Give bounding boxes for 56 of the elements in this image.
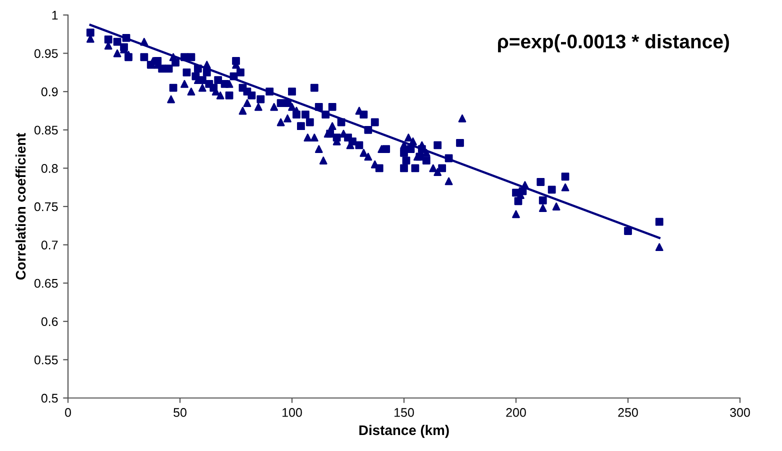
x-tick-label: 250 xyxy=(618,408,638,417)
annotation: ρ=exp(-0.0013 * distance) xyxy=(498,34,729,52)
point xyxy=(444,177,453,186)
point xyxy=(364,152,372,161)
y-tick-label: 1 xyxy=(52,10,58,20)
point xyxy=(187,88,196,96)
point xyxy=(512,210,520,218)
x-tick-label: 100 xyxy=(282,408,302,417)
point xyxy=(238,106,247,115)
point xyxy=(655,243,664,252)
point xyxy=(404,134,412,142)
point xyxy=(225,80,234,88)
x-tick-label: 150 xyxy=(394,408,414,417)
y-tick-label: 0.7 xyxy=(41,240,58,250)
point xyxy=(429,164,438,172)
y-tick-label: 0.55 xyxy=(34,356,58,364)
x-tick-label: 300 xyxy=(730,408,750,417)
y-axis-title: Correlation coefficient xyxy=(15,132,26,280)
point xyxy=(292,106,300,115)
y-tick-label: 0.95 xyxy=(34,49,58,58)
point xyxy=(270,102,278,111)
x-tick-label: 0 xyxy=(65,408,71,417)
point xyxy=(113,49,122,58)
point xyxy=(324,130,332,138)
point xyxy=(284,114,292,122)
point xyxy=(304,134,312,142)
point xyxy=(360,148,368,157)
point xyxy=(216,91,224,100)
point xyxy=(276,118,285,126)
x-tick-label: 200 xyxy=(506,408,526,417)
point xyxy=(254,102,262,111)
point xyxy=(243,99,252,108)
y-tick-label: 0.8 xyxy=(41,164,58,173)
point xyxy=(561,183,570,192)
y-tick-label: 0.6 xyxy=(41,317,58,326)
y-tick-label: 0.5 xyxy=(41,394,58,403)
y-tick-label: 0.9 xyxy=(41,87,58,96)
point xyxy=(552,202,560,210)
point xyxy=(124,50,132,59)
point xyxy=(167,95,175,104)
y-tick-label: 0.65 xyxy=(34,278,58,288)
point xyxy=(458,114,466,122)
point xyxy=(328,122,336,130)
point xyxy=(434,168,442,176)
x-tick-label: 50 xyxy=(174,408,186,417)
point xyxy=(538,204,547,212)
point xyxy=(288,102,296,111)
point xyxy=(310,134,318,142)
y-tick-label: 0.75 xyxy=(34,202,58,212)
x-axis-title: Distance (km) xyxy=(359,424,449,438)
point xyxy=(180,80,188,88)
point xyxy=(413,152,422,161)
point xyxy=(319,156,328,164)
point xyxy=(198,84,206,92)
point xyxy=(314,145,323,153)
y-tick-label: 0.85 xyxy=(34,126,58,135)
